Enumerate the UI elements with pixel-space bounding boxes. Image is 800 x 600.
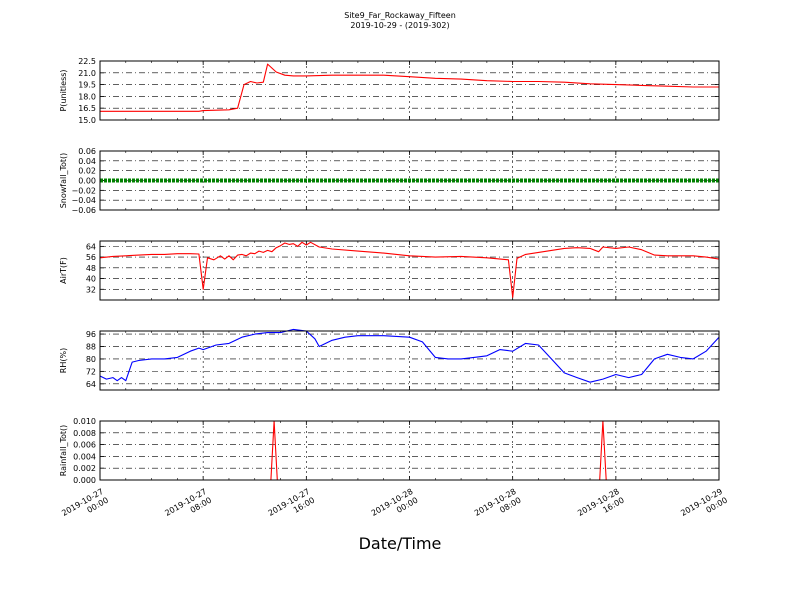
y-tick-label: 96: [86, 330, 96, 339]
y-tick-label: 64: [86, 380, 96, 389]
y-tick-label: 16.5: [78, 104, 96, 113]
y-tick-label: 0.02: [78, 167, 96, 176]
y-tick-label: 0.00: [78, 177, 96, 186]
y-tick-label: 56: [86, 253, 96, 262]
y-tick-label: 0.006: [73, 441, 96, 450]
panel-1: 15.0 16.5 18.0 19.5 21.0 22.5 P(unitless): [59, 57, 720, 125]
y-tick-label: 15.0: [78, 116, 96, 125]
panel-4: 64 72 80 88 96 RH(%): [59, 328, 720, 391]
y-tick-label: 0.000: [73, 476, 96, 485]
panel-5: 0.000 0.002 0.004 0.006 0.008 0.010 Rainfall_T…: [59, 417, 720, 485]
y-tick-label: 19.5: [78, 81, 96, 90]
chart-subtitle: 2019-10-29 - (2019-302): [350, 21, 450, 30]
y-axis-label: P(unitless): [59, 69, 68, 111]
y-tick-label: 48: [86, 264, 96, 273]
panel-frame: [99, 60, 720, 121]
x-axis-label: Date/Time: [358, 534, 442, 553]
panel-2: −0.06−0.04−0.020.000.020.040.06 Snowfall_…: [59, 147, 720, 215]
panel-frame: [99, 240, 720, 301]
panel-frame: [99, 420, 720, 481]
y-axis-label: RH(%): [59, 348, 68, 373]
y-tick-label: 21.0: [78, 69, 96, 78]
y-tick-label: 18.0: [78, 92, 96, 101]
y-tick-label: 0.002: [73, 464, 96, 473]
y-tick-label: 72: [86, 367, 96, 376]
panel-frame: [99, 150, 720, 211]
y-tick-label: −0.04: [71, 196, 96, 205]
y-tick-label: 80: [86, 355, 96, 364]
y-axis-label: Rainfall_Tot(): [59, 425, 68, 477]
series-line: [99, 241, 720, 298]
y-tick-label: 40: [86, 275, 96, 284]
y-tick-label: 0.06: [78, 147, 96, 156]
y-tick-label: 0.004: [73, 452, 96, 461]
y-tick-label: 64: [86, 242, 96, 251]
series-line: [100, 63, 719, 112]
y-tick-label: −0.02: [71, 186, 96, 195]
y-axis-label: AirT(F): [59, 257, 68, 284]
y-tick-label: 0.008: [73, 429, 96, 438]
y-tick-label: 88: [86, 343, 96, 352]
y-tick-label: −0.06: [71, 206, 96, 215]
chart-title: Site9_Far_Rockaway_Fifteen: [344, 11, 456, 20]
y-axis-label: Snowfall_Tot(): [59, 153, 68, 209]
y-tick-label: 0.010: [73, 417, 96, 426]
y-tick-label: 0.04: [78, 157, 96, 166]
series-line: [99, 328, 720, 383]
y-tick-label: 32: [86, 285, 96, 294]
y-tick-label: 22.5: [78, 57, 96, 66]
panel-frame: [99, 330, 720, 391]
